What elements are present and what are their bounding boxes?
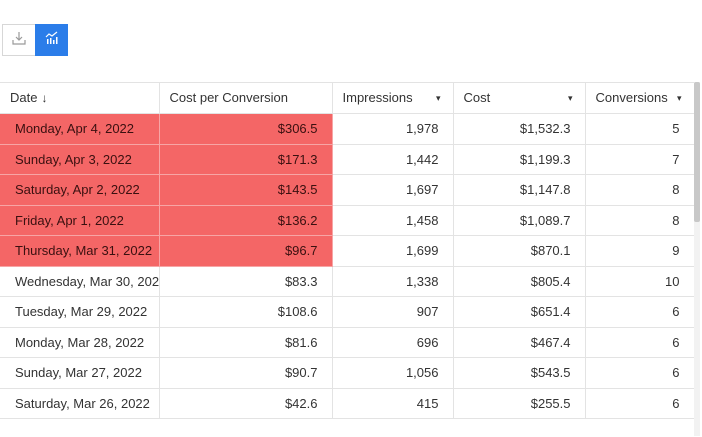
download-icon bbox=[11, 30, 27, 51]
table-row[interactable]: Saturday, Mar 26, 2022 $42.6 415 $255.5 6 bbox=[0, 388, 694, 419]
table-row[interactable]: Tuesday, Mar 29, 2022 $108.6 907 $651.4 6 bbox=[0, 296, 694, 328]
cell-date: Monday, Apr 4, 2022 bbox=[0, 113, 160, 145]
header-date[interactable]: Date ↓ bbox=[0, 83, 160, 114]
cell-date: Tuesday, Mar 29, 2022 bbox=[0, 296, 160, 328]
cell-cost-per-conversion: $171.3 bbox=[159, 144, 333, 175]
header-impressions[interactable]: Impressions ▾ bbox=[332, 83, 454, 114]
cell-cost: $870.1 bbox=[453, 235, 586, 267]
cell-cost-per-conversion: $96.7 bbox=[159, 235, 333, 267]
cell-conversions: 5 bbox=[585, 113, 694, 145]
cell-conversions: 6 bbox=[585, 357, 694, 389]
cell-impressions: 907 bbox=[332, 296, 454, 328]
cell-cost-per-conversion: $108.6 bbox=[159, 296, 333, 328]
cell-cost: $543.5 bbox=[453, 357, 586, 389]
header-cost-per-conversion-label: Cost per Conversion bbox=[169, 90, 289, 105]
header-cost-label: Cost bbox=[463, 90, 491, 105]
table-row[interactable]: Sunday, Apr 3, 2022 $171.3 1,442 $1,199.3 7 bbox=[0, 144, 694, 175]
table-row[interactable]: Friday, Apr 1, 2022 $136.2 1,458 $1,089.7 8 bbox=[0, 205, 694, 236]
table-row[interactable]: Saturday, Apr 2, 2022 $143.5 1,697 $1,147.8… bbox=[0, 174, 694, 206]
cell-conversions: 7 bbox=[585, 144, 694, 175]
dropdown-arrow-icon[interactable]: ▾ bbox=[435, 93, 441, 103]
sort-desc-icon: ↓ bbox=[41, 91, 48, 105]
table-row[interactable]: Monday, Apr 4, 2022 $306.5 1,978 $1,532.3 5 bbox=[0, 113, 694, 145]
cell-cost-per-conversion: $83.3 bbox=[159, 266, 333, 297]
toolbar bbox=[2, 24, 68, 56]
cell-date: Friday, Apr 1, 2022 bbox=[0, 205, 160, 236]
cell-cost: $1,147.8 bbox=[453, 174, 586, 206]
cell-conversions: 10 bbox=[585, 266, 694, 297]
cell-cost: $1,199.3 bbox=[453, 144, 586, 175]
cell-cost-per-conversion: $136.2 bbox=[159, 205, 333, 236]
vertical-scrollbar-thumb[interactable] bbox=[694, 82, 700, 222]
cell-date: Thursday, Mar 31, 2022 bbox=[0, 235, 160, 267]
cell-impressions: 696 bbox=[332, 327, 454, 358]
header-cost-per-conversion[interactable]: Cost per Conversion bbox=[159, 83, 333, 114]
cell-cost: $1,532.3 bbox=[453, 113, 586, 145]
vertical-scrollbar-track[interactable] bbox=[694, 82, 700, 436]
cell-date: Sunday, Apr 3, 2022 bbox=[0, 144, 160, 175]
cell-cost-per-conversion: $90.7 bbox=[159, 357, 333, 389]
cell-cost: $651.4 bbox=[453, 296, 586, 328]
cell-date: Monday, Mar 28, 2022 bbox=[0, 327, 160, 358]
cell-cost-per-conversion: $42.6 bbox=[159, 388, 333, 419]
data-table: Date ↓ Cost per Conversion Impressions ▾ C… bbox=[0, 83, 694, 419]
table-row[interactable]: Thursday, Mar 31, 2022 $96.7 1,699 $870.1 9 bbox=[0, 235, 694, 267]
cell-conversions: 9 bbox=[585, 235, 694, 267]
cell-impressions: 1,697 bbox=[332, 174, 454, 206]
dropdown-arrow-icon[interactable]: ▾ bbox=[567, 93, 573, 103]
chart-view-button[interactable] bbox=[35, 24, 68, 56]
table-row[interactable]: Monday, Mar 28, 2022 $81.6 696 $467.4 6 bbox=[0, 327, 694, 358]
cell-cost: $467.4 bbox=[453, 327, 586, 358]
cell-date: Saturday, Mar 26, 2022 bbox=[0, 388, 160, 419]
cell-impressions: 1,699 bbox=[332, 235, 454, 267]
cell-conversions: 6 bbox=[585, 327, 694, 358]
cell-impressions: 415 bbox=[332, 388, 454, 419]
cell-impressions: 1,056 bbox=[332, 357, 454, 389]
cell-cost: $805.4 bbox=[453, 266, 586, 297]
cell-impressions: 1,978 bbox=[332, 113, 454, 145]
header-impressions-label: Impressions bbox=[342, 90, 413, 105]
cell-conversions: 6 bbox=[585, 388, 694, 419]
cell-date: Wednesday, Mar 30, 2022 bbox=[0, 266, 160, 297]
header-conversions-label: Conversions bbox=[595, 90, 668, 105]
cell-conversions: 8 bbox=[585, 205, 694, 236]
cell-cost-per-conversion: $143.5 bbox=[159, 174, 333, 206]
header-cost[interactable]: Cost ▾ bbox=[453, 83, 586, 114]
cell-conversions: 8 bbox=[585, 174, 694, 206]
cell-date: Sunday, Mar 27, 2022 bbox=[0, 357, 160, 389]
table-row[interactable]: Wednesday, Mar 30, 2022 $83.3 1,338 $805.4 1… bbox=[0, 266, 694, 297]
header-conversions[interactable]: Conversions ▾ bbox=[585, 83, 694, 114]
cell-cost-per-conversion: $81.6 bbox=[159, 327, 333, 358]
cell-cost: $255.5 bbox=[453, 388, 586, 419]
dropdown-arrow-icon[interactable]: ▾ bbox=[676, 93, 682, 103]
cell-date: Saturday, Apr 2, 2022 bbox=[0, 174, 160, 206]
chart-bar-line-icon bbox=[44, 30, 60, 51]
download-button[interactable] bbox=[2, 24, 35, 56]
header-date-label: Date bbox=[10, 90, 38, 105]
cell-impressions: 1,458 bbox=[332, 205, 454, 236]
table-header-row: Date ↓ Cost per Conversion Impressions ▾ C… bbox=[0, 83, 694, 114]
cell-conversions: 6 bbox=[585, 296, 694, 328]
cell-cost: $1,089.7 bbox=[453, 205, 586, 236]
data-table-container: Date ↓ Cost per Conversion Impressions ▾ C… bbox=[0, 82, 694, 437]
cell-cost-per-conversion: $306.5 bbox=[159, 113, 333, 145]
table-row[interactable]: Sunday, Mar 27, 2022 $90.7 1,056 $543.5 6 bbox=[0, 357, 694, 389]
cell-impressions: 1,338 bbox=[332, 266, 454, 297]
cell-impressions: 1,442 bbox=[332, 144, 454, 175]
